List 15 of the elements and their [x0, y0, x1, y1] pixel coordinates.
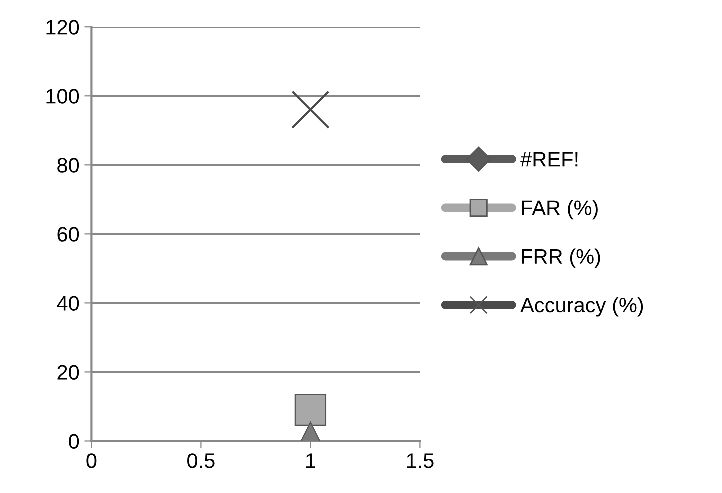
x-tick-label: 1 — [306, 454, 316, 468]
y-tick-label: 120 — [46, 20, 80, 35]
y-tick-label: 40 — [57, 296, 80, 311]
y-tick-label: 0 — [69, 434, 80, 449]
y-tick-label: 60 — [58, 227, 80, 242]
legend-label: Accuracy (%) — [520, 297, 644, 317]
y-tick-label: 20 — [58, 365, 80, 380]
y-tick-label: 100 — [46, 89, 80, 104]
legend-label: FAR (%) — [522, 200, 598, 220]
legend-label: FRR (%) — [522, 248, 600, 268]
legend-label: #REF! — [520, 152, 578, 167]
x-tick-label: 1.5 — [407, 454, 434, 468]
x-tick-label: 0.5 — [188, 454, 215, 468]
y-tick-label: 80 — [58, 158, 80, 173]
x-tick-label: 0 — [86, 454, 97, 468]
